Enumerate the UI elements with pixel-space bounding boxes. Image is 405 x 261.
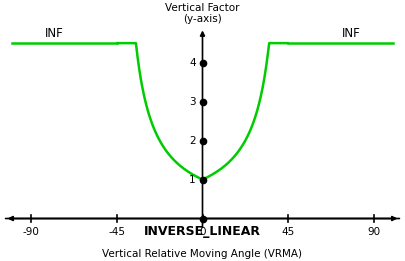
Text: -90: -90 (23, 227, 40, 237)
Text: 0: 0 (199, 227, 206, 237)
Text: 90: 90 (367, 227, 380, 237)
Text: Vertical Relative Moving Angle (VRMA): Vertical Relative Moving Angle (VRMA) (102, 249, 303, 259)
Text: Vertical Factor
(y-axis): Vertical Factor (y-axis) (165, 3, 240, 25)
Text: 2: 2 (189, 135, 196, 146)
Text: INF: INF (45, 27, 64, 40)
Text: INVERSE_LINEAR: INVERSE_LINEAR (144, 225, 261, 238)
Text: 3: 3 (189, 97, 196, 106)
Text: 1: 1 (189, 175, 196, 185)
Text: -45: -45 (109, 227, 126, 237)
Text: 4: 4 (189, 58, 196, 68)
Text: 45: 45 (281, 227, 295, 237)
Text: INF: INF (341, 27, 360, 40)
